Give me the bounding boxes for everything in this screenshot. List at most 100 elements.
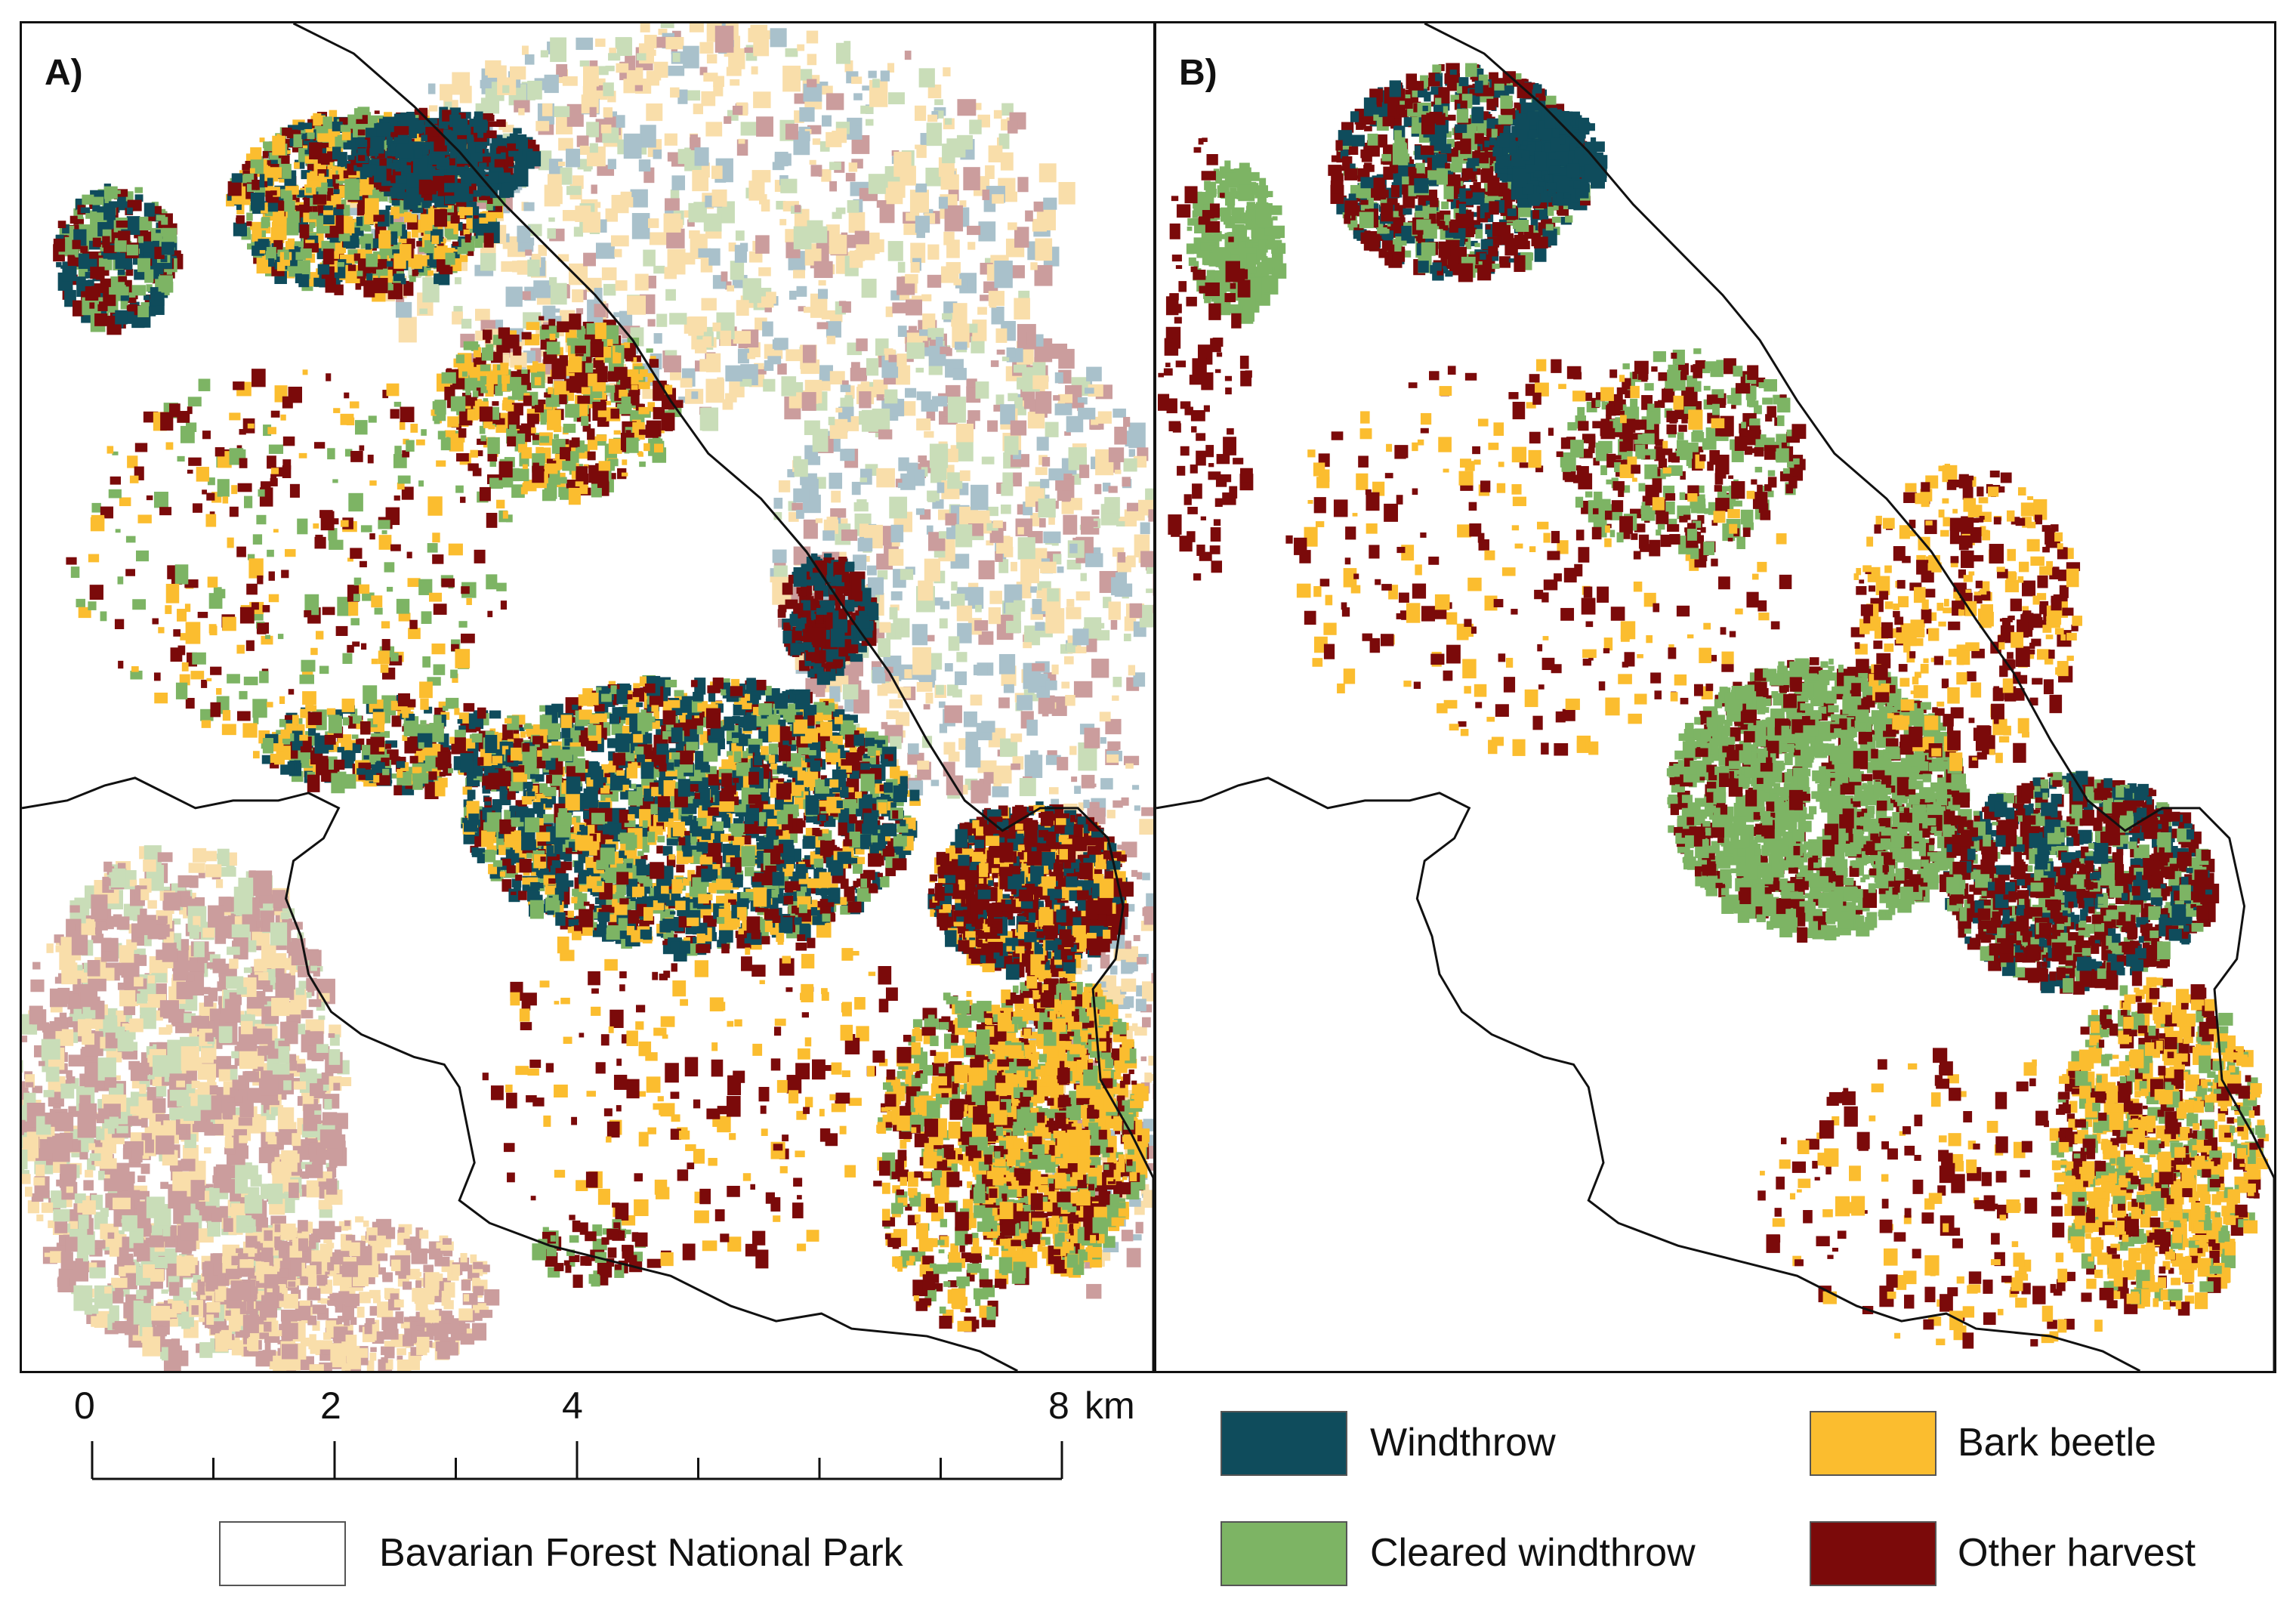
- outside-disturbance-patch: [415, 1280, 421, 1289]
- outside-disturbance-patch: [1000, 152, 1014, 171]
- outside-disturbance-patch: [840, 449, 855, 461]
- outside-disturbance-patch: [764, 360, 774, 371]
- outside-disturbance-patch: [796, 509, 804, 519]
- outside-disturbance-patch: [616, 63, 629, 73]
- outside-disturbance-patch: [1142, 872, 1150, 881]
- outside-disturbance-patch: [860, 369, 868, 380]
- outside-disturbance-patch: [823, 519, 838, 534]
- outside-disturbance-patch: [1019, 777, 1036, 797]
- outside-disturbance-patch: [888, 354, 899, 363]
- outside-disturbance-patch: [753, 91, 771, 109]
- outside-disturbance-patch: [474, 199, 489, 209]
- outside-disturbance-patch: [517, 239, 534, 252]
- disturbance-patch: [284, 252, 289, 260]
- map-a-canvas: [22, 23, 1153, 1371]
- outside-disturbance-patch: [793, 270, 806, 279]
- outside-disturbance-patch: [283, 1080, 292, 1091]
- outside-disturbance-patch: [876, 394, 884, 401]
- outside-disturbance-patch: [665, 289, 676, 301]
- outside-disturbance-patch: [905, 299, 923, 316]
- outside-disturbance-patch: [815, 686, 826, 697]
- disturbance-patch: [347, 155, 355, 160]
- outside-disturbance-patch: [55, 945, 66, 952]
- outside-disturbance-patch: [1078, 682, 1090, 690]
- outside-disturbance-patch: [200, 1295, 206, 1300]
- outside-disturbance-patch: [147, 1075, 155, 1080]
- outside-disturbance-patch: [785, 349, 804, 362]
- outside-disturbance-patch: [1125, 763, 1134, 769]
- outside-disturbance-patch: [308, 1275, 317, 1287]
- outside-disturbance-patch: [473, 1286, 484, 1296]
- disturbance-patch: [336, 204, 344, 209]
- outside-disturbance-patch: [1024, 399, 1038, 409]
- disturbance-patch: [373, 215, 385, 222]
- outside-disturbance-patch: [161, 1289, 168, 1294]
- outside-disturbance-patch: [1083, 799, 1090, 808]
- outside-disturbance-patch: [1047, 588, 1060, 602]
- outside-disturbance-patch: [122, 1148, 132, 1159]
- outside-disturbance-patch: [220, 1031, 232, 1043]
- outside-disturbance-patch: [509, 66, 526, 80]
- outside-disturbance-patch: [640, 125, 656, 148]
- outside-disturbance-patch: [240, 1020, 253, 1035]
- outside-disturbance-patch: [747, 353, 756, 360]
- outside-disturbance-patch: [1142, 981, 1153, 1002]
- outside-disturbance-patch: [973, 664, 988, 676]
- outside-disturbance-patch: [97, 1057, 116, 1081]
- outside-disturbance-patch: [600, 124, 612, 134]
- outside-disturbance-patch: [829, 686, 841, 702]
- outside-disturbance-patch: [734, 245, 748, 263]
- outside-disturbance-patch: [738, 138, 745, 144]
- outside-disturbance-patch: [607, 159, 616, 169]
- outside-disturbance-patch: [909, 190, 929, 213]
- outside-disturbance-patch: [751, 66, 758, 75]
- outside-disturbance-patch: [595, 39, 606, 47]
- outside-disturbance-patch: [821, 168, 832, 182]
- outside-disturbance-patch: [995, 551, 1003, 563]
- outside-disturbance-patch: [677, 89, 688, 104]
- outside-disturbance-patch: [594, 288, 603, 300]
- outside-disturbance-patch: [921, 294, 932, 301]
- outside-disturbance-patch: [57, 1278, 69, 1287]
- outside-disturbance-patch: [424, 1272, 440, 1290]
- outside-disturbance-patch: [314, 1110, 321, 1115]
- outside-disturbance-patch: [987, 420, 998, 432]
- outside-disturbance-patch: [1042, 457, 1051, 467]
- outside-disturbance-patch: [30, 979, 45, 992]
- outside-disturbance-patch: [851, 134, 870, 154]
- disturbance-patch: [463, 229, 471, 236]
- outside-disturbance-patch: [1057, 757, 1069, 770]
- outside-disturbance-patch: [818, 403, 826, 409]
- outside-disturbance-patch: [890, 591, 903, 600]
- outside-disturbance-patch: [472, 1323, 487, 1341]
- outside-disturbance-patch: [940, 174, 959, 190]
- outside-disturbance-patch: [152, 1055, 170, 1077]
- outside-disturbance-patch: [369, 1306, 378, 1316]
- outside-disturbance-patch: [176, 981, 193, 999]
- outside-disturbance-patch: [1120, 989, 1127, 995]
- outside-disturbance-patch: [939, 618, 948, 629]
- outside-disturbance-patch: [832, 211, 842, 219]
- disturbance-patch: [294, 162, 300, 169]
- outside-disturbance-patch: [781, 376, 797, 397]
- outside-disturbance-patch: [60, 1083, 75, 1099]
- outside-disturbance-patch: [298, 1220, 308, 1232]
- outside-disturbance-patch: [912, 295, 922, 304]
- outside-disturbance-patch: [66, 1186, 74, 1193]
- outside-disturbance-patch: [1078, 407, 1096, 420]
- outside-disturbance-patch: [345, 1345, 360, 1357]
- outside-disturbance-patch: [968, 582, 979, 591]
- outside-disturbance-patch: [424, 1249, 430, 1254]
- outside-disturbance-patch: [54, 1221, 68, 1233]
- outside-disturbance-patch: [1136, 872, 1143, 880]
- outside-disturbance-patch: [647, 319, 656, 327]
- outside-disturbance-patch: [199, 1341, 213, 1358]
- outside-disturbance-patch: [123, 1005, 136, 1015]
- outside-disturbance-patch: [435, 1341, 451, 1351]
- outside-disturbance-patch: [653, 333, 662, 344]
- outside-disturbance-patch: [1122, 477, 1131, 487]
- outside-disturbance-patch: [711, 189, 727, 207]
- outside-disturbance-patch: [522, 45, 529, 55]
- outside-disturbance-patch: [1074, 786, 1082, 795]
- outside-disturbance-patch: [119, 945, 134, 963]
